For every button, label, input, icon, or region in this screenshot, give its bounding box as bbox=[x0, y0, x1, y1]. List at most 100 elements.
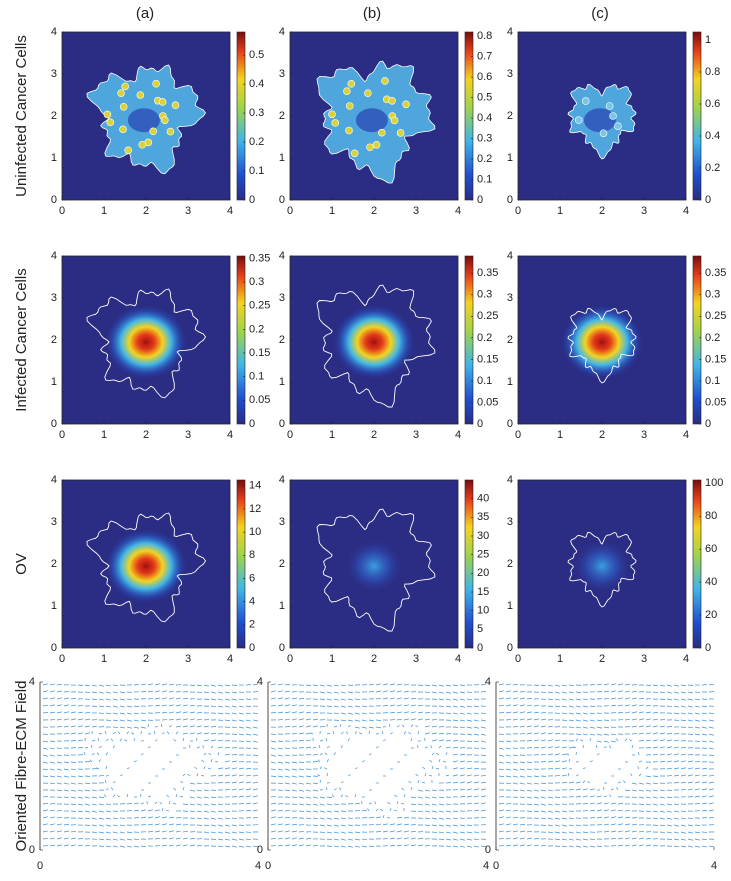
x-tick-label: 4 bbox=[455, 653, 461, 665]
fibre bbox=[42, 775, 49, 777]
fibre bbox=[56, 837, 62, 840]
fibre bbox=[168, 683, 174, 686]
fibre bbox=[49, 704, 55, 707]
fibre bbox=[42, 761, 48, 764]
fibre bbox=[589, 845, 595, 848]
fibre bbox=[645, 766, 649, 770]
colorbar-tick-label: 0 bbox=[477, 194, 483, 206]
fibre bbox=[201, 774, 205, 777]
fibre bbox=[252, 809, 258, 812]
y-tick-label: 1 bbox=[51, 152, 57, 164]
fibre bbox=[291, 761, 297, 764]
fibre bbox=[708, 719, 714, 722]
fibre bbox=[666, 838, 673, 840]
colorbar bbox=[464, 255, 474, 425]
x-tick-label: 2 bbox=[599, 205, 605, 217]
fibre bbox=[680, 810, 687, 812]
fibre bbox=[505, 704, 511, 707]
fibre bbox=[561, 810, 567, 813]
fibre bbox=[291, 697, 297, 700]
fibre bbox=[631, 711, 637, 714]
fibre bbox=[424, 732, 430, 735]
fibre bbox=[42, 704, 48, 707]
fibre bbox=[189, 704, 195, 707]
fibre bbox=[596, 816, 602, 819]
y-tick-label: 1 bbox=[507, 600, 513, 612]
fibre bbox=[512, 768, 518, 771]
fibre bbox=[417, 711, 423, 714]
hotspot bbox=[377, 128, 386, 137]
fibre bbox=[312, 810, 318, 813]
fibre bbox=[568, 838, 574, 841]
fibre bbox=[147, 690, 153, 693]
fibre bbox=[168, 697, 174, 700]
colorbar-tick-label: 0.1 bbox=[477, 375, 492, 387]
y-tick-label: 0 bbox=[279, 418, 285, 430]
fibre bbox=[110, 738, 114, 742]
fibre bbox=[459, 705, 465, 708]
fibre bbox=[91, 796, 97, 799]
fibre bbox=[326, 796, 333, 798]
fibre bbox=[589, 733, 595, 736]
fibre bbox=[708, 775, 715, 777]
fibre bbox=[438, 732, 444, 735]
fibre bbox=[117, 795, 121, 798]
fibre bbox=[701, 747, 708, 749]
fibre bbox=[473, 747, 480, 749]
fibre bbox=[526, 739, 532, 742]
fibre bbox=[466, 767, 472, 770]
fibre bbox=[208, 752, 212, 756]
fibre bbox=[194, 766, 198, 770]
infection-blob bbox=[344, 538, 404, 595]
fibre bbox=[361, 760, 365, 763]
fibre bbox=[231, 817, 238, 819]
y-tick-label: 1 bbox=[507, 376, 513, 388]
fibre bbox=[277, 816, 283, 819]
fibre bbox=[582, 733, 588, 736]
fibre bbox=[196, 810, 202, 813]
fibre bbox=[105, 765, 107, 770]
fibre bbox=[561, 767, 567, 770]
fibre bbox=[431, 725, 437, 728]
fibre bbox=[526, 732, 532, 735]
fibre bbox=[666, 810, 672, 813]
fibre bbox=[252, 845, 258, 848]
hotspot bbox=[350, 149, 359, 158]
hotspot bbox=[149, 127, 157, 136]
colorbar-tick-label: 0.4 bbox=[705, 130, 720, 142]
fibre bbox=[119, 719, 125, 722]
fibre bbox=[561, 774, 567, 777]
fibre bbox=[498, 697, 504, 700]
fibre bbox=[340, 845, 346, 848]
fibre bbox=[126, 726, 132, 729]
fibre bbox=[91, 789, 98, 792]
fibre bbox=[277, 782, 283, 785]
fibre bbox=[466, 831, 472, 834]
fibre bbox=[112, 824, 118, 827]
fibre bbox=[154, 809, 160, 812]
fibre bbox=[319, 779, 321, 784]
fibre bbox=[547, 691, 553, 694]
fibre bbox=[589, 788, 595, 791]
fibre bbox=[84, 747, 89, 749]
fibre bbox=[533, 739, 539, 742]
fibre bbox=[561, 803, 568, 805]
fibre bbox=[42, 683, 48, 686]
colorbar-tick-label: 12 bbox=[249, 503, 261, 515]
fibre bbox=[291, 796, 297, 799]
y-tick-label: 3 bbox=[51, 516, 57, 528]
colorbar-tick-label: 0.15 bbox=[705, 353, 726, 365]
fibre bbox=[659, 831, 666, 833]
fibre bbox=[231, 719, 237, 722]
fibre bbox=[603, 683, 609, 686]
y-tick-label: 2 bbox=[51, 334, 57, 346]
hotspot bbox=[605, 102, 614, 110]
hotspot bbox=[381, 77, 389, 85]
fibre bbox=[519, 837, 525, 840]
fibre bbox=[354, 838, 360, 841]
fibre bbox=[84, 845, 91, 847]
fibre bbox=[217, 752, 220, 756]
fibre bbox=[277, 704, 283, 707]
fibre bbox=[480, 816, 486, 819]
